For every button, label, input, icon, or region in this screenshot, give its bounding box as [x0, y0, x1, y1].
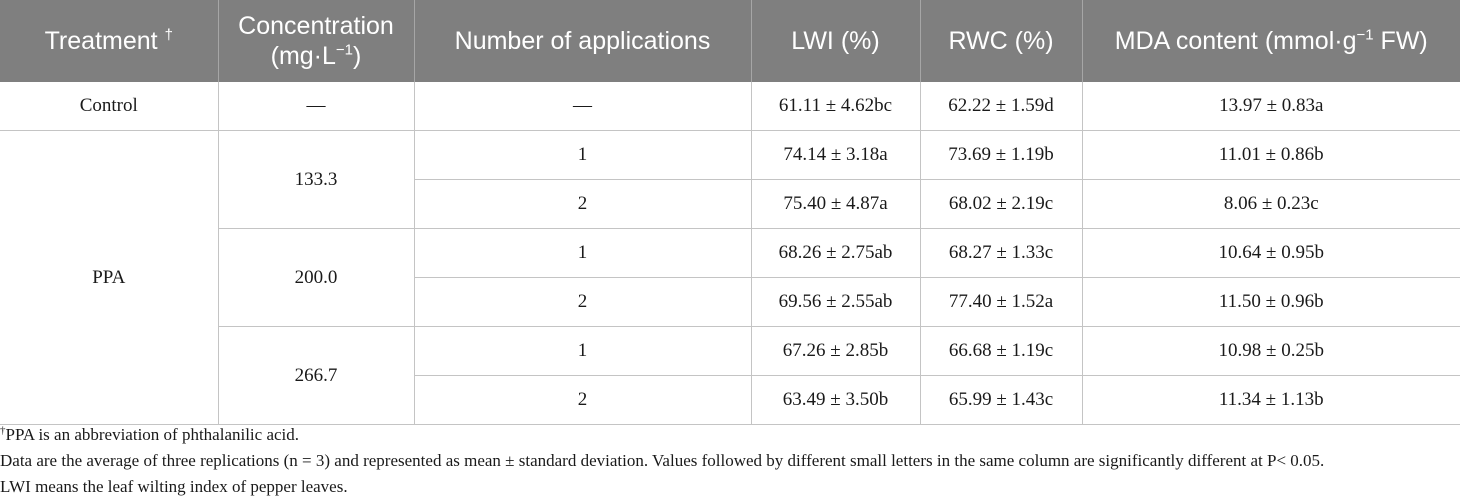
cell-applications: 2	[414, 179, 752, 229]
cell-concentration: 266.7	[218, 326, 415, 425]
cell-rwc: 77.40 ± 1.52a	[919, 277, 1083, 327]
cell-lwi: 69.56 ± 2.55ab	[750, 277, 921, 327]
cell-applications: 1	[413, 326, 752, 376]
cell-applications: —	[413, 82, 752, 131]
cell-rwc: 62.22 ± 1.59d	[919, 82, 1083, 131]
cell-concentration: —	[217, 82, 415, 131]
cell-rwc: 73.69 ± 1.19b	[919, 130, 1083, 180]
header-row: Treatment † Concentration (mg·L−1) Number…	[0, 0, 1460, 82]
table-row-control: Control — — 61.11 ± 4.62bc 62.22 ± 1.59d…	[0, 82, 1460, 131]
table-row: 2 63.49 ± 3.50b 65.99 ± 1.43c 11.34 ± 1.…	[0, 375, 1460, 425]
cell-mda: 10.98 ± 0.25b	[1081, 326, 1460, 376]
cell-mda: 13.97 ± 0.83a	[1081, 82, 1460, 131]
results-table: Treatment † Concentration (mg·L−1) Number…	[0, 0, 1460, 425]
cell-lwi: 74.14 ± 3.18a	[750, 130, 921, 180]
cell-mda: 8.06 ± 0.23c	[1081, 179, 1460, 229]
header-applications: Number of applications	[413, 0, 751, 82]
cell-mda: 11.01 ± 0.86b	[1081, 130, 1460, 180]
cell-applications: 1	[413, 228, 752, 278]
table-row: 266.7 1 67.26 ± 2.85b 66.68 ± 1.19c 10.9…	[0, 326, 1460, 425]
header-lwi: LWI (%)	[750, 0, 920, 82]
cell-mda: 11.50 ± 0.96b	[1081, 277, 1460, 327]
table-footnotes: †PPA is an abbreviation of phthalanilic …	[0, 422, 1460, 500]
cell-concentration: 133.3	[217, 130, 415, 229]
cell-treatment: Control	[0, 82, 219, 131]
cell-lwi: 68.26 ± 2.75ab	[750, 228, 921, 278]
footnote-data-note: Data are the average of three replicatio…	[0, 451, 1325, 470]
header-rwc: RWC (%)	[919, 0, 1082, 82]
cell-rwc: 66.68 ± 1.19c	[919, 326, 1083, 376]
cell-concentration: 200.0	[218, 228, 415, 327]
cell-rwc: 68.02 ± 2.19c	[919, 179, 1083, 229]
cell-treatment-ppa: PPA	[0, 130, 219, 425]
cell-mda: 10.64 ± 0.95b	[1081, 228, 1460, 278]
cell-lwi: 67.26 ± 2.85b	[750, 326, 921, 376]
cell-mda: 11.34 ± 1.13b	[1081, 375, 1460, 425]
header-mda: MDA content (mmol·g−1 FW)	[1081, 0, 1460, 82]
footnote-abbreviation: †PPA is an abbreviation of phthalanilic …	[0, 424, 300, 444]
table-row: PPA 133.3 1 74.14 ± 3.18a 73.69 ± 1.19b …	[0, 130, 1460, 425]
cell-lwi: 75.40 ± 4.87a	[750, 179, 921, 229]
cell-rwc: 68.27 ± 1.33c	[919, 228, 1083, 278]
cell-applications: 1	[413, 130, 752, 180]
cell-applications: 2	[414, 277, 752, 327]
cell-rwc: 65.99 ± 1.43c	[919, 375, 1083, 425]
header-treatment: Treatment †	[0, 0, 218, 82]
table-row: 200.0 1 68.26 ± 2.75ab 68.27 ± 1.33c 10.…	[0, 228, 1460, 327]
footnote-dagger-mark: †	[0, 424, 6, 437]
footnote-lwi-note: LWI means the leaf wilting index of pepp…	[0, 477, 348, 496]
cell-lwi: 61.11 ± 4.62bc	[750, 82, 921, 131]
cell-applications: 2	[414, 375, 752, 425]
header-concentration: Concentration (mg·L−1)	[217, 0, 414, 82]
treatment-dagger-mark: †	[164, 26, 173, 44]
cell-lwi: 63.49 ± 3.50b	[750, 375, 921, 425]
